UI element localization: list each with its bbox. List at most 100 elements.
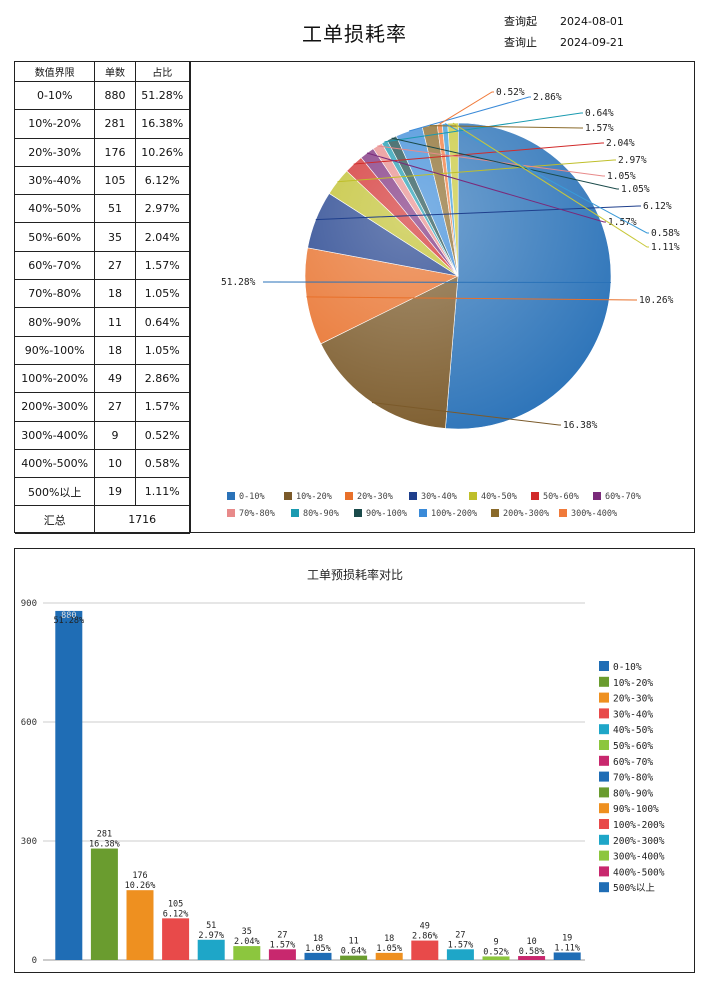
legend-swatch — [409, 492, 417, 500]
legend-label: 50%-60% — [543, 492, 579, 502]
bar — [233, 946, 261, 960]
column-header: 占比 — [134, 62, 191, 82]
legend-swatch — [599, 834, 609, 845]
table-cell: 281 — [94, 109, 136, 139]
table-row: 500%以上 19 1.11% — [15, 477, 191, 507]
table-total-row: 汇总 1716 — [15, 505, 190, 535]
column-header: 数值界限 — [15, 62, 96, 82]
bar-value-label: 18 — [384, 934, 394, 944]
table-row: 20%-30% 176 10.26% — [15, 137, 191, 167]
bar-percent-label: 10.26% — [125, 881, 156, 891]
table-cell: 300%-400% — [15, 420, 96, 450]
bar — [126, 890, 154, 960]
table-cell: 27 — [94, 392, 136, 422]
bar-value-label: 105 — [168, 899, 183, 909]
table-row: 80%-90% 11 0.64% — [15, 307, 191, 337]
legend-swatch — [354, 509, 362, 517]
table-cell: 10%-20% — [15, 109, 96, 139]
table-cell: 0.64% — [134, 307, 191, 337]
legend-swatch — [419, 509, 427, 517]
pie-data-label: 16.38% — [563, 420, 598, 431]
total-label: 汇总 — [15, 505, 96, 535]
bar-percent-label: 51.28% — [53, 616, 84, 626]
total-value: 1716 — [94, 505, 190, 535]
table-row: 10%-20% 281 16.38% — [15, 109, 191, 139]
table-cell: 200%-300% — [15, 392, 96, 422]
bar-value-label: 11 — [348, 937, 358, 947]
legend-label: 200%-300% — [503, 509, 549, 519]
table-cell: 0.52% — [134, 420, 191, 450]
legend-label: 60%-70% — [605, 492, 641, 502]
legend-swatch — [559, 509, 567, 517]
pie-leader-line — [408, 96, 531, 132]
table-cell: 18 — [94, 335, 136, 365]
bar-value-label: 27 — [277, 930, 287, 940]
legend-label: 20%-30% — [613, 694, 653, 705]
pie-leader-line — [391, 137, 619, 190]
bar — [197, 939, 225, 960]
bar — [375, 952, 403, 960]
table-row: 30%-40% 105 6.12% — [15, 165, 191, 196]
table-row: 0-10% 880 51.28% — [15, 80, 191, 111]
legend-label: 300%-400% — [571, 509, 617, 519]
legend-label: 400%-500% — [613, 867, 665, 878]
legend-swatch — [599, 771, 609, 782]
query-start-label: 查询起 — [504, 15, 537, 28]
pie-data-label: 1.57% — [585, 123, 614, 134]
bar — [55, 610, 83, 960]
bar-value-label: 10 — [526, 937, 536, 947]
table-cell: 500%以上 — [15, 477, 96, 507]
query-start-date: 2024-08-01 — [560, 15, 624, 28]
table-cell: 0-10% — [15, 80, 96, 111]
bar-value-label: 9 — [493, 937, 498, 947]
bar-percent-label: 2.86% — [412, 932, 438, 942]
pie-leader-line — [371, 402, 561, 426]
legend-swatch — [599, 803, 609, 814]
legend-label: 90%-100% — [613, 804, 659, 815]
bar-percent-label: 1.05% — [305, 944, 331, 954]
pie-leader-line — [452, 122, 649, 248]
y-tick-label: 300 — [21, 837, 37, 847]
legend-swatch — [284, 492, 292, 500]
column-header: 单数 — [94, 62, 136, 82]
table-cell: 30%-40% — [15, 165, 96, 196]
bar-panel: 工单预损耗率对比 0 300 600 900 880 51.28% 281 16.38% 176 1… — [14, 548, 695, 973]
bar-value-label: 19 — [562, 933, 572, 943]
table-cell: 90%-100% — [15, 335, 96, 365]
legend-swatch — [599, 850, 609, 861]
pie-data-label: 1.11% — [651, 242, 680, 253]
table-cell: 176 — [94, 137, 136, 167]
legend-swatch — [599, 724, 609, 735]
table-cell: 1.11% — [134, 477, 191, 507]
legend-swatch — [599, 708, 609, 719]
pie-data-label: 1.05% — [607, 171, 636, 182]
bar-percent-label: 0.64% — [341, 947, 367, 957]
bar — [304, 952, 332, 960]
pie-data-label: 1.57% — [608, 217, 637, 228]
bar-percent-label: 2.97% — [198, 931, 224, 941]
bar-value-label: 51 — [206, 921, 216, 931]
table-cell: 18 — [94, 279, 136, 309]
bar-value-label: 880 — [61, 611, 76, 621]
table-cell: 20%-30% — [15, 137, 96, 167]
panel-divider — [190, 62, 191, 532]
bar-value-label: 176 — [132, 871, 147, 881]
bar — [411, 940, 439, 960]
table-cell: 2.86% — [134, 363, 191, 394]
pie-data-label: 10.26% — [639, 295, 674, 306]
pie-data-label: 0.58% — [651, 228, 680, 239]
pie-leader-line — [306, 296, 637, 301]
legend-swatch — [599, 661, 609, 671]
legend-swatch — [491, 509, 499, 517]
pie-highlight — [305, 123, 611, 429]
bar-percent-label: 0.52% — [483, 947, 509, 957]
legend-swatch — [599, 740, 609, 750]
legend-label: 30%-40% — [613, 709, 653, 720]
bar — [518, 956, 546, 960]
table-row: 200%-300% 27 1.57% — [15, 392, 191, 422]
table-cell: 105 — [94, 165, 136, 196]
table-cell: 16.38% — [134, 109, 191, 139]
pie-data-label: 0.64% — [585, 108, 614, 119]
table-row: 90%-100% 18 1.05% — [15, 335, 191, 365]
table-cell: 1.57% — [134, 392, 191, 422]
